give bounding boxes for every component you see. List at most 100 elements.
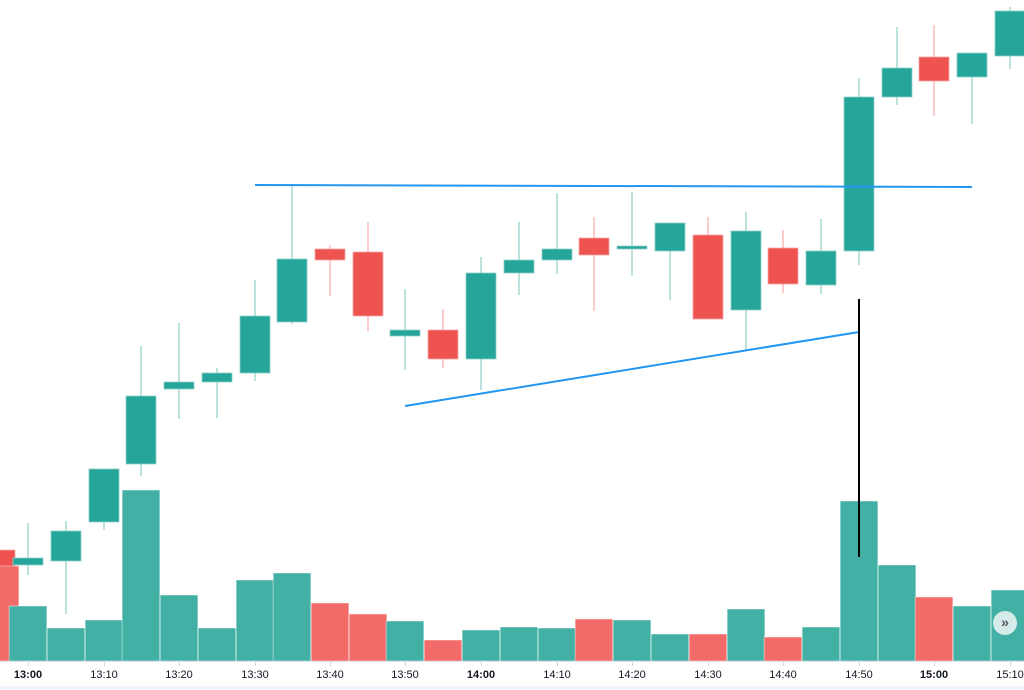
candle [805, 219, 837, 294]
time-tick-label: 14:30 [694, 669, 722, 681]
volume-bar [537, 627, 577, 662]
candle-body [50, 530, 82, 562]
candle-body [465, 272, 497, 360]
time-tick-label: 14:50 [845, 669, 873, 681]
tick-mark [934, 662, 935, 666]
candle [994, 7, 1024, 69]
volume-bar [612, 619, 652, 662]
candle-body [239, 315, 271, 374]
candle [389, 289, 421, 370]
candle-body [843, 96, 875, 252]
candle [654, 222, 686, 300]
tick-mark [783, 662, 784, 666]
volume-bar [423, 639, 463, 662]
candle-body [541, 248, 573, 261]
volume-bars [0, 489, 1024, 662]
volume-bar [385, 620, 425, 662]
candle-body [805, 250, 837, 286]
volume-bar [952, 605, 992, 662]
volume-bar [801, 626, 841, 662]
candle [276, 185, 308, 324]
volume-bar [272, 572, 312, 662]
candle [616, 192, 648, 276]
candle-body [692, 234, 724, 320]
volume-bar [121, 489, 161, 662]
candle-body [125, 395, 157, 465]
tick-mark [557, 662, 558, 666]
candle-body [276, 258, 308, 323]
candle [12, 523, 44, 575]
time-tick-label: 13:50 [391, 669, 419, 681]
candle-body [389, 329, 421, 337]
candle [918, 25, 950, 116]
candle-body [503, 259, 535, 274]
time-tick-label: 15:00 [919, 669, 949, 681]
volume-bar [235, 579, 275, 662]
candle-body [956, 52, 988, 78]
scroll-to-realtime-button[interactable]: » [993, 611, 1017, 635]
candle [88, 468, 120, 530]
candle [239, 280, 271, 381]
time-tick-label: 13:00 [13, 669, 43, 681]
candle [578, 217, 610, 311]
candle-body [578, 237, 610, 256]
chart-bottom-border [0, 686, 1024, 689]
time-tick-label: 14:10 [543, 669, 571, 681]
candle-body [352, 251, 384, 317]
candle [767, 230, 799, 293]
candle-body [163, 381, 195, 390]
volume-bar [726, 608, 766, 662]
time-tick-label: 13:20 [165, 669, 193, 681]
time-tick-label: 15:10 [996, 669, 1024, 681]
candle [465, 257, 497, 390]
volume-bar [650, 633, 690, 662]
volume-bar [8, 605, 48, 662]
candle [843, 78, 875, 265]
volume-bar [84, 619, 124, 662]
candle-body [616, 245, 648, 250]
candle [956, 52, 988, 124]
candle [163, 323, 195, 419]
candle [125, 346, 157, 476]
candle-body [994, 10, 1024, 57]
candle-body [88, 468, 120, 523]
volume-bar [499, 626, 539, 662]
candle [881, 27, 913, 105]
candle [50, 521, 82, 614]
candle [352, 222, 384, 331]
candle-body [918, 56, 950, 82]
tick-mark [859, 662, 860, 666]
tick-mark [481, 662, 482, 666]
time-axis[interactable]: 13:00 13:10 13:20 13:30 13:40 13:50 14:00 14:10… [0, 661, 1024, 690]
volume-bar [461, 629, 501, 662]
tick-mark [104, 662, 105, 666]
volume-bar [46, 627, 86, 662]
tick-mark [255, 662, 256, 666]
candle-body [730, 230, 762, 311]
volume-bar [914, 596, 954, 662]
volume-bar [310, 602, 350, 662]
candle [541, 193, 573, 274]
support-line[interactable] [404, 331, 860, 407]
candle [730, 212, 762, 350]
candle [201, 368, 233, 418]
candle-body [881, 67, 913, 98]
candle [692, 217, 724, 320]
volume-bar [348, 613, 388, 662]
candle-body [314, 248, 346, 261]
candle-body [201, 372, 233, 383]
time-tick-label: 13:10 [90, 669, 118, 681]
candle-body [654, 222, 686, 252]
tick-mark [708, 662, 709, 666]
candle-body [427, 329, 459, 360]
volume-bar [877, 564, 917, 662]
time-tick-label: 14:20 [618, 669, 646, 681]
tick-mark [632, 662, 633, 666]
candle [503, 222, 535, 295]
resistance-line[interactable] [254, 184, 973, 188]
price-candles [0, 7, 1024, 614]
candle [427, 309, 459, 368]
double-chevron-right-icon: » [1001, 614, 1009, 630]
candle-body [767, 247, 799, 285]
